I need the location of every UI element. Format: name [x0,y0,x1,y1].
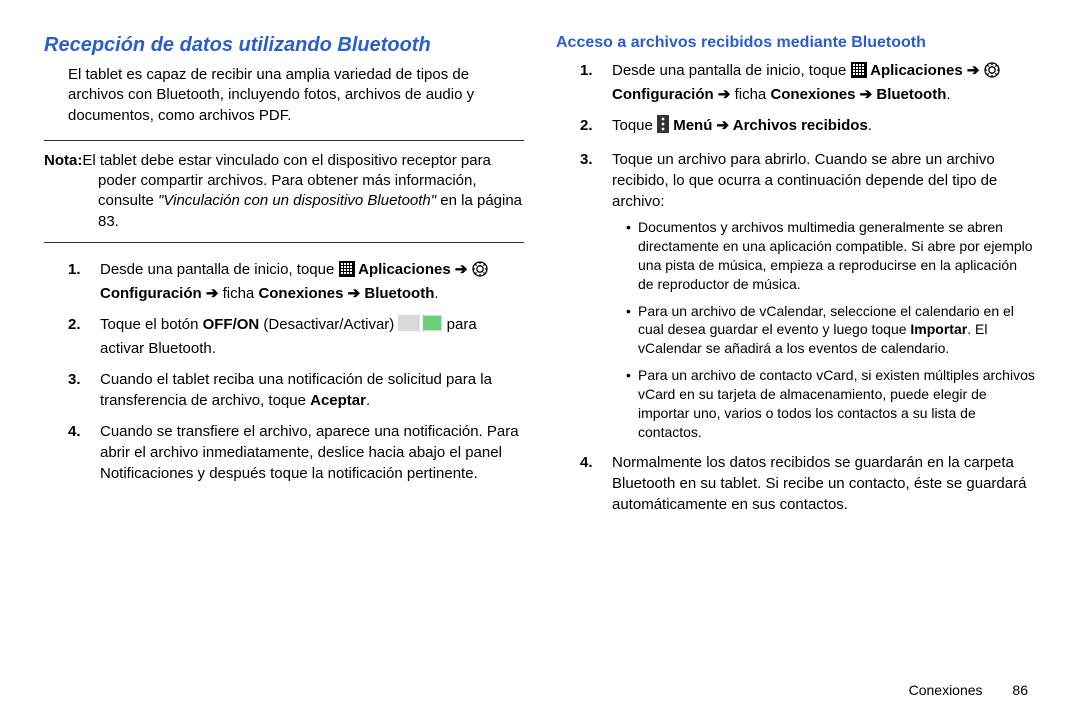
text: Cuando el tablet reciba una notificación… [100,371,492,409]
menu-label: Menú [669,117,717,134]
config-label: Configuración [612,86,718,103]
text: Toque el botón [100,316,203,333]
menu-icon [657,115,669,139]
apps-label: Aplicaciones [867,62,967,79]
bullet-1: Documentos y archivos multimedia general… [626,218,1036,294]
left-column: Recepción de datos utilizando Bluetooth … [44,34,524,525]
text: . [946,86,950,103]
right-column: Acceso a archivos recibidos mediante Blu… [556,34,1036,525]
text: Toque un archivo para abrirlo. Cuando se… [612,151,997,210]
text: Desde una pantalla de inicio, toque [100,261,339,278]
recv-label: Archivos recibidos [729,117,868,134]
heading-left: Recepción de datos utilizando Bluetooth [44,34,524,57]
toggle-icon [398,314,442,338]
left-step-2: Toque el botón OFF/ON (Desactivar/Activa… [68,314,524,359]
arrow: ➔ [206,285,219,302]
footer: Conexiones 86 [909,682,1028,698]
arrow: ➔ [718,86,731,103]
text: ficha [218,285,258,302]
note-ref: "Vinculación con un dispositivo Bluetoot… [158,192,436,209]
right-step-4: Normalmente los datos recibidos se guard… [580,452,1036,515]
footer-section: Conexiones [909,682,983,698]
left-step-3: Cuando el tablet reciba una notificación… [68,369,524,411]
conex-label: Conexiones [770,86,859,103]
text: . [366,392,370,409]
right-steps: Desde una pantalla de inicio, toque Apli… [556,60,1036,515]
bt-label: Bluetooth [876,86,946,103]
heading-right: Acceso a archivos recibidos mediante Blu… [556,34,1036,52]
note-label: Nota: [44,152,82,169]
text: ficha [730,86,770,103]
right-step-1: Desde una pantalla de inicio, toque Apli… [580,60,1036,105]
config-label: Configuración [100,285,206,302]
arrow: ➔ [717,117,730,134]
apps-grid-icon [339,261,355,283]
bt-label: Bluetooth [364,285,434,302]
left-step-1: Desde una pantalla de inicio, toque Apli… [68,259,524,304]
offon-label: OFF/ON [203,316,260,333]
left-steps: Desde una pantalla de inicio, toque Apli… [44,259,524,484]
import-label: Importar [910,321,967,337]
apps-label: Aplicaciones [355,261,455,278]
right-step-3: Toque un archivo para abrirlo. Cuando se… [580,149,1036,442]
arrow: ➔ [348,285,361,302]
left-step-4: Cuando se transfiere el archivo, aparece… [68,421,524,484]
text: . [434,285,438,302]
footer-page: 86 [1012,682,1028,698]
conex-label: Conexiones [258,285,347,302]
right-step-2: Toque Menú ➔ Archivos recibidos. [580,115,1036,139]
text: . [868,117,872,134]
right-bullets: Documentos y archivos multimedia general… [612,218,1036,442]
gear-icon [472,261,488,283]
text: (Desactivar/Activar) [259,316,398,333]
bullet-3: Para un archivo de contacto vCard, si ex… [626,366,1036,442]
gear-icon [984,62,1000,84]
note-block: Nota:El tablet debe estar vinculado con … [44,140,524,243]
arrow: ➔ [967,62,980,79]
bullet-2: Para un archivo de vCalendar, seleccione… [626,302,1036,359]
arrow: ➔ [455,261,468,278]
arrow: ➔ [860,86,873,103]
intro-text: El tablet es capaz de recibir una amplia… [68,65,524,126]
text: Desde una pantalla de inicio, toque [612,62,851,79]
accept-label: Aceptar [310,392,366,409]
text: Toque [612,117,657,134]
apps-grid-icon [851,62,867,84]
